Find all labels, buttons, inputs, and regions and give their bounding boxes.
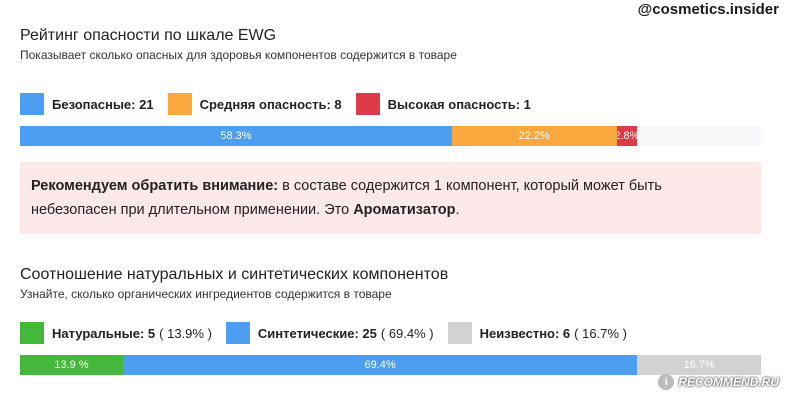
natural-title: Соотношение натуральных и синтетических … bbox=[20, 266, 449, 283]
natural-legend: Натуральные: 5 ( 13.9% ) Синтетические: … bbox=[20, 322, 761, 344]
watermark-handle: @cosmetics.insider bbox=[637, 1, 779, 18]
ewg-bar-wrap: 58.3% 22.2% 2.8% bbox=[20, 126, 761, 146]
recommend-watermark-text: RECOMMEND.RU bbox=[678, 375, 779, 389]
alert-text: в составе содержится 1 компонент, которы… bbox=[31, 178, 662, 218]
alert-lead: Рекомендуем обратить внимание: bbox=[31, 178, 279, 194]
legend-unknown-label: Неизвестно: 6 bbox=[479, 325, 571, 341]
natural-segment-synthetic: 69.4% bbox=[122, 355, 638, 375]
ewg-segment-medium-label: 22.2% bbox=[518, 130, 550, 142]
legend-safe: Безопасные: 21 bbox=[20, 93, 154, 115]
recommend-logo-icon: i bbox=[658, 374, 675, 390]
legend-natural-swatch bbox=[20, 322, 44, 344]
legend-unknown: Неизвестно: 6 ( 16.7% ) bbox=[447, 322, 627, 344]
ewg-progress-bar: 58.3% 22.2% 2.8% bbox=[20, 126, 761, 146]
ewg-section: Рейтинг опасности по шкале EWG Показывае… bbox=[20, 26, 761, 63]
ewg-segment-high: 2.8% bbox=[616, 126, 638, 146]
recommend-watermark: i RECOMMEND.RU bbox=[658, 374, 779, 390]
legend-synthetic-label: Синтетические: 25 bbox=[257, 325, 377, 341]
legend-unknown-pct: ( 16.7% ) bbox=[574, 325, 627, 341]
natural-subtitle: Узнайте, сколько органических ингредиент… bbox=[20, 287, 392, 301]
legend-synthetic-swatch bbox=[225, 322, 250, 344]
natural-progress-bar: 13.9 % 69.4% 16.7% bbox=[20, 355, 761, 375]
ewg-segment-safe: 58.3% bbox=[20, 126, 452, 146]
natural-segment-natural-label: 13.9 % bbox=[54, 359, 89, 371]
legend-unknown-swatch bbox=[447, 322, 472, 344]
legend-high-swatch bbox=[355, 93, 380, 115]
ewg-legend: Безопасные: 21 Средняя опасность: 8 Высо… bbox=[20, 93, 761, 115]
legend-synthetic: Синтетические: 25 ( 69.4% ) bbox=[225, 322, 434, 344]
ewg-segment-high-label: 2.8% bbox=[616, 130, 638, 142]
legend-natural-pct: ( 13.9% ) bbox=[159, 325, 212, 341]
legend-natural: Натуральные: 5 ( 13.9% ) bbox=[20, 322, 212, 344]
natural-segment-unknown-label: 16.7% bbox=[683, 359, 715, 371]
legend-synthetic-pct: ( 69.4% ) bbox=[380, 325, 434, 341]
ewg-title: Рейтинг опасности по шкале EWG bbox=[20, 27, 277, 44]
natural-section: Соотношение натуральных и синтетических … bbox=[20, 265, 761, 302]
legend-safe-label: Безопасные: 21 bbox=[52, 96, 154, 112]
alert-tail: . bbox=[455, 202, 460, 218]
legend-safe-swatch bbox=[20, 93, 44, 115]
legend-natural-label: Натуральные: 5 bbox=[52, 325, 156, 341]
ewg-segment-medium: 22.2% bbox=[452, 126, 617, 146]
legend-high: Высокая опасность: 1 bbox=[355, 93, 531, 115]
legend-high-label: Высокая опасность: 1 bbox=[387, 96, 531, 112]
natural-bar-wrap: 13.9 % 69.4% 16.7% bbox=[20, 355, 761, 375]
natural-segment-natural: 13.9 % bbox=[20, 355, 123, 375]
legend-medium-label: Средняя опасность: 8 bbox=[199, 96, 342, 112]
natural-segment-synthetic-label: 69.4% bbox=[364, 359, 396, 371]
ewg-subtitle: Показывает сколько опасных для здоровья … bbox=[20, 48, 457, 62]
ewg-segment-safe-label: 58.3% bbox=[220, 130, 252, 142]
legend-medium: Средняя опасность: 8 bbox=[167, 93, 342, 115]
legend-medium-swatch bbox=[167, 93, 192, 115]
alert-ingredient: Ароматизатор bbox=[353, 202, 456, 218]
alert-box: Рекомендуем обратить внимание: в составе… bbox=[20, 162, 761, 234]
natural-segment-unknown: 16.7% bbox=[637, 355, 761, 375]
